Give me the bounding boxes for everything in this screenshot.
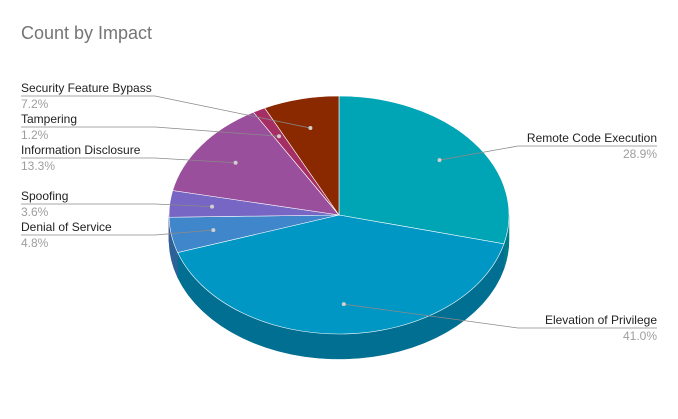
leader-dot-4 [233,160,238,165]
slice-1 [177,214,505,335]
leader-dot-6 [308,126,313,131]
leader-line-1 [343,303,657,329]
label-leaders [21,95,657,329]
slice-label-2: Denial of Service [21,220,112,234]
slice-percent-0: 28.9% [623,147,657,161]
slice-4 [172,111,340,216]
slice-label-5: Tampering [21,112,77,126]
slice-label-0: Remote Code Execution [527,131,657,145]
pie-slices [168,95,510,335]
slice-0 [338,95,510,245]
slice-percent-1: 41.0% [623,329,657,343]
slice-percent-2: 4.8% [21,236,49,250]
slice-label-3: Spoofing [21,189,68,203]
leader-line-0 [439,145,657,161]
slice-label-1: Elevation of Privilege [545,313,657,327]
leader-dot-1 [341,302,346,307]
slice-percent-5: 1.2% [21,128,49,142]
slice-percent-6: 7.2% [21,97,49,111]
slice-labels: Remote Code Execution 28.9% Elevation of P… [21,81,657,343]
slice-percent-3: 3.6% [21,205,49,219]
leader-dot-5 [276,134,281,139]
chart-title: Count by Impact [21,23,152,43]
leader-line-5 [21,126,280,137]
leader-line-3 [21,203,213,208]
leader-dot-0 [437,158,442,163]
slice-label-6: Security Feature Bypass [21,81,152,95]
slice-label-4: Information Disclosure [21,143,141,157]
leader-line-6 [21,95,311,129]
leader-dot-3 [210,204,215,209]
leader-line-4 [21,157,236,164]
leader-dot-2 [211,228,216,233]
slice-6 [264,95,340,216]
leader-line-2 [21,229,214,236]
slice-percent-4: 13.3% [21,159,55,173]
